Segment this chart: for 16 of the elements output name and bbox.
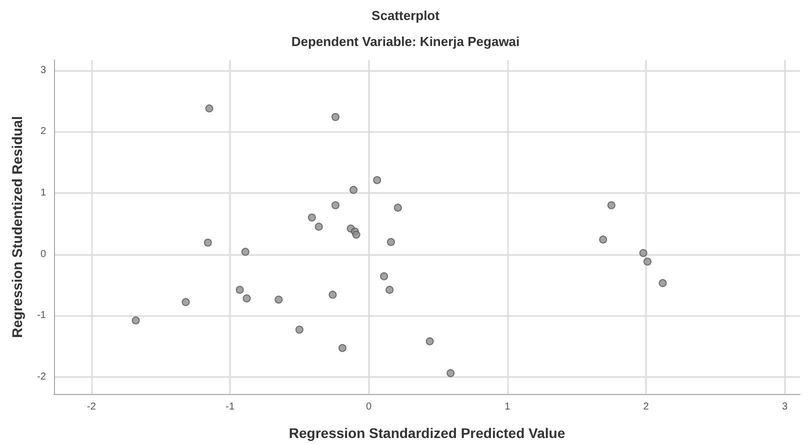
- x-tick-label: 1: [504, 402, 511, 412]
- y-tick-label: -1: [37, 310, 46, 322]
- y-axis-title: Regression Studentized Residual: [9, 116, 25, 338]
- y-tick-label: -2: [37, 371, 46, 382]
- x-tick-label: 3: [782, 402, 788, 412]
- y-tick-label: 3: [40, 64, 46, 76]
- x-tick-label: -1: [226, 402, 235, 412]
- x-tick-label: 0: [366, 402, 372, 412]
- x-tick-label: -2: [86, 402, 96, 412]
- y-tick-label: 0: [40, 248, 46, 260]
- x-axis-title: Regression Standardized Predicted Value: [288, 425, 566, 441]
- y-tick-label: 2: [40, 126, 46, 138]
- chart-title: Scatterplot: [372, 8, 440, 23]
- x-tick-label: 2: [643, 402, 650, 412]
- y-tick-label: 1: [40, 187, 46, 198]
- chart-subtitle: Dependent Variable: Kinerja Pegawai: [291, 34, 520, 49]
